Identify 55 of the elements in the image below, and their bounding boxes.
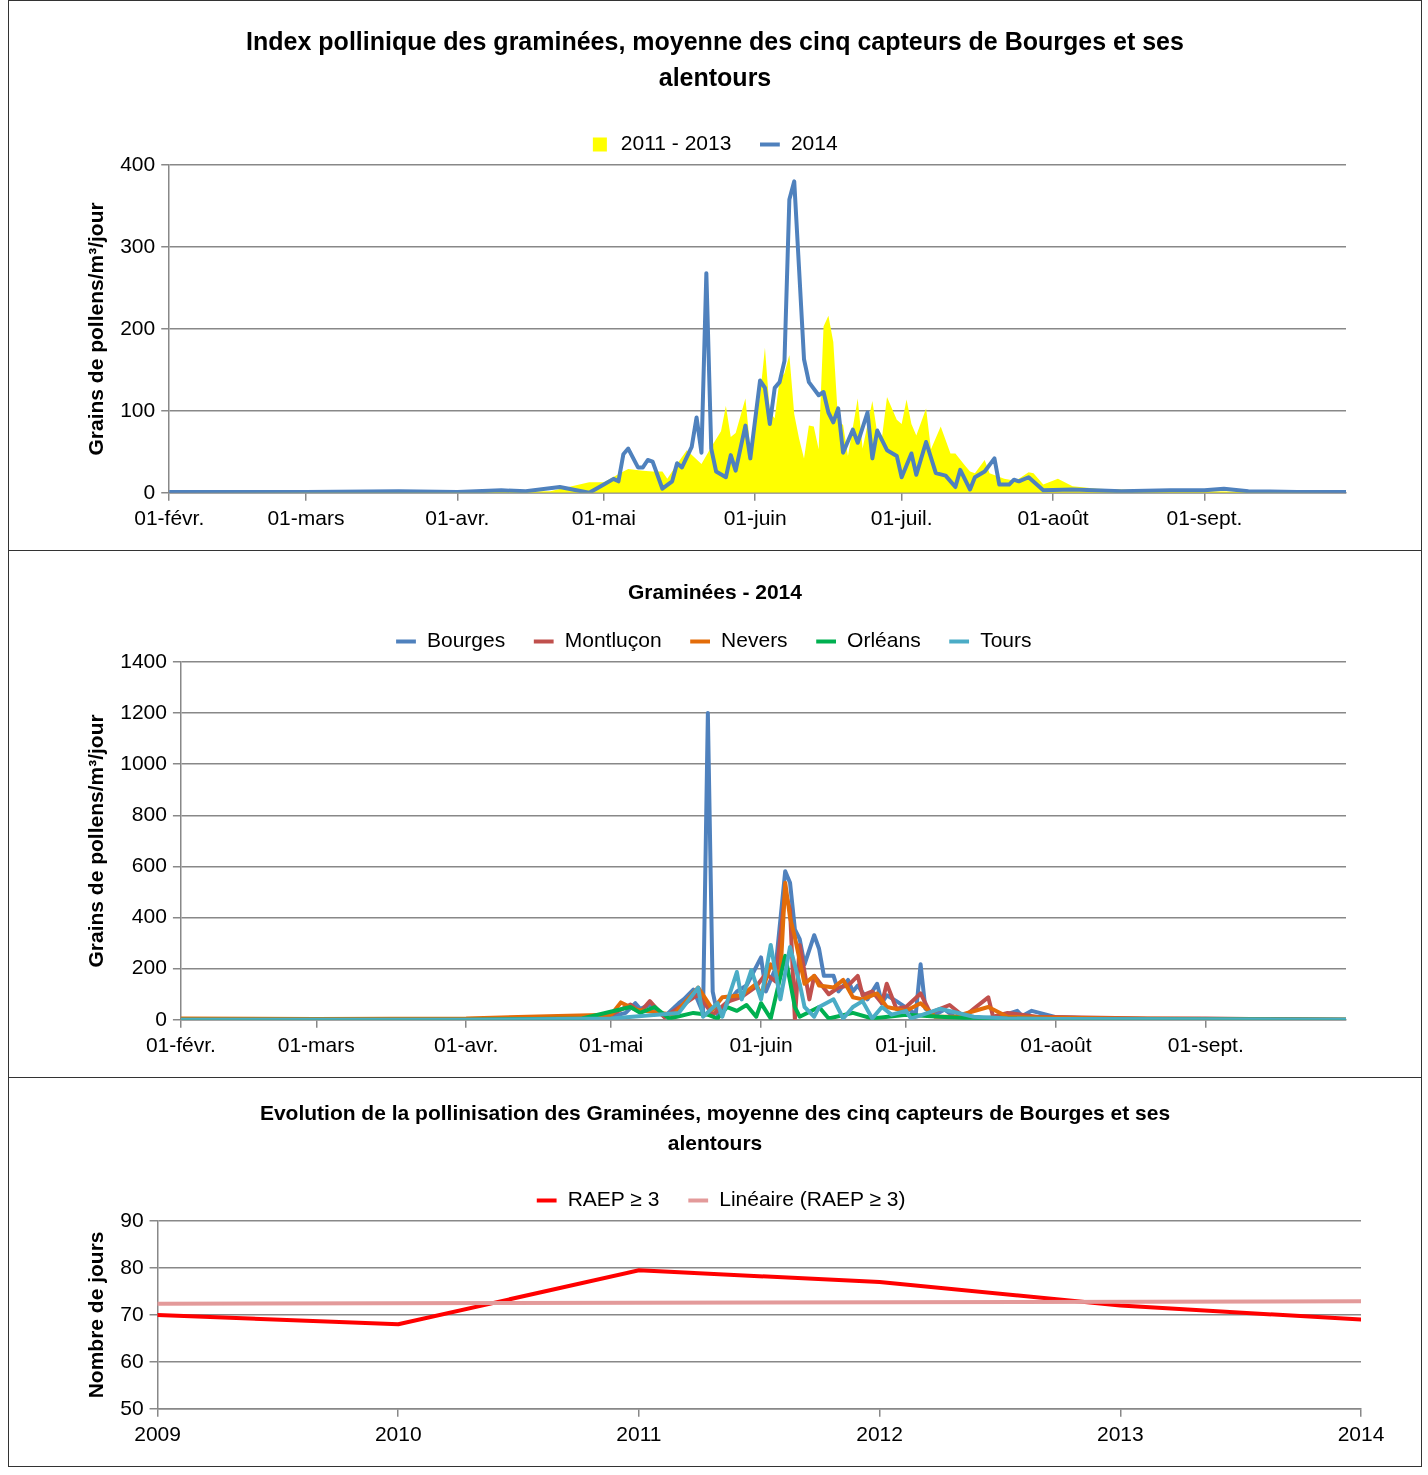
y-tick-label: 0 [143, 479, 156, 503]
y-tick-label: 50 [120, 1395, 144, 1419]
x-tick-label: 01-févr. [145, 1033, 216, 1057]
legend-label: Bourges [427, 628, 506, 652]
y-axis-title: Grains de pollens/m³/jour [84, 714, 108, 968]
y-tick-label: 300 [120, 233, 156, 257]
x-tick-label: 2012 [856, 1422, 903, 1446]
legend-label: 2014 [790, 131, 838, 155]
x-tick-label: 2011 [616, 1422, 662, 1446]
x-tick-label: 01-juil. [875, 1033, 938, 1057]
chart-title: Index pollinique des graminées, moyenne des cinq capteurs de Bourges et ses alentours [245, 26, 1185, 94]
legend-label: Linéaire (RAEP ≥ 3) [719, 1187, 906, 1211]
y-tick-label: 60 [120, 1348, 144, 1372]
y-tick-label: 400 [120, 151, 156, 175]
x-tick-label: 01-mars [267, 506, 345, 530]
legend-label: Montluçon [564, 628, 662, 652]
y-tick-label: 800 [131, 802, 167, 826]
x-tick-label: 01-sept. [1167, 1033, 1244, 1057]
y-tick-label: 1000 [120, 751, 167, 775]
y-tick-label: 100 [120, 397, 156, 421]
x-tick-label: 01-août [1020, 1033, 1092, 1057]
legend-label: 2011 - 2013 [620, 131, 732, 155]
y-tick-label: 80 [120, 1254, 144, 1278]
x-tick-label: 01-juin [723, 506, 787, 530]
chart-title: Graminées - 2014 [627, 579, 803, 605]
legend-label: RAEP ≥ 3 [567, 1187, 660, 1211]
y-tick-label: 200 [120, 315, 156, 339]
x-tick-label: 01-août [1017, 506, 1089, 530]
chart-title: Evolution de la pollinisation des Graminées, moyenne des cinq capteurs de Bourges et ses alentours [258, 1100, 1172, 1157]
y-tick-label: 600 [131, 853, 167, 877]
x-tick-label: 01-mai [579, 1033, 644, 1057]
x-tick-label: 01-juil. [870, 506, 933, 530]
x-tick-label: 2009 [134, 1422, 181, 1446]
y-axis-title: Grains de pollens/m³/jour [84, 202, 108, 456]
legend-label: Nevers [721, 628, 788, 652]
y-tick-label: 90 [120, 1207, 144, 1231]
y-tick-label: 1200 [120, 699, 167, 723]
y-tick-label: 1400 [120, 648, 167, 672]
x-tick-label: 01-avr. [425, 506, 490, 530]
x-tick-label: 01-févr. [134, 506, 205, 530]
x-tick-label: 2010 [374, 1422, 422, 1446]
x-tick-label: 2013 [1096, 1422, 1144, 1446]
x-tick-label: 01-avr. [434, 1033, 499, 1057]
x-tick-label: 01-sept. [1166, 506, 1243, 530]
y-tick-label: 70 [120, 1301, 144, 1325]
legend-label: Tours [980, 628, 1032, 652]
x-tick-label: 01-mai [571, 506, 636, 530]
y-tick-label: 0 [155, 1006, 167, 1030]
x-tick-label: 2014 [1337, 1422, 1385, 1446]
x-tick-label: 01-mars [277, 1033, 355, 1057]
legend-label: Orléans [847, 628, 921, 652]
y-tick-label: 400 [131, 904, 167, 928]
x-tick-label: 01-juin [729, 1033, 793, 1057]
y-axis-title: Nombre de jours [84, 1231, 108, 1399]
y-tick-label: 200 [131, 955, 167, 979]
